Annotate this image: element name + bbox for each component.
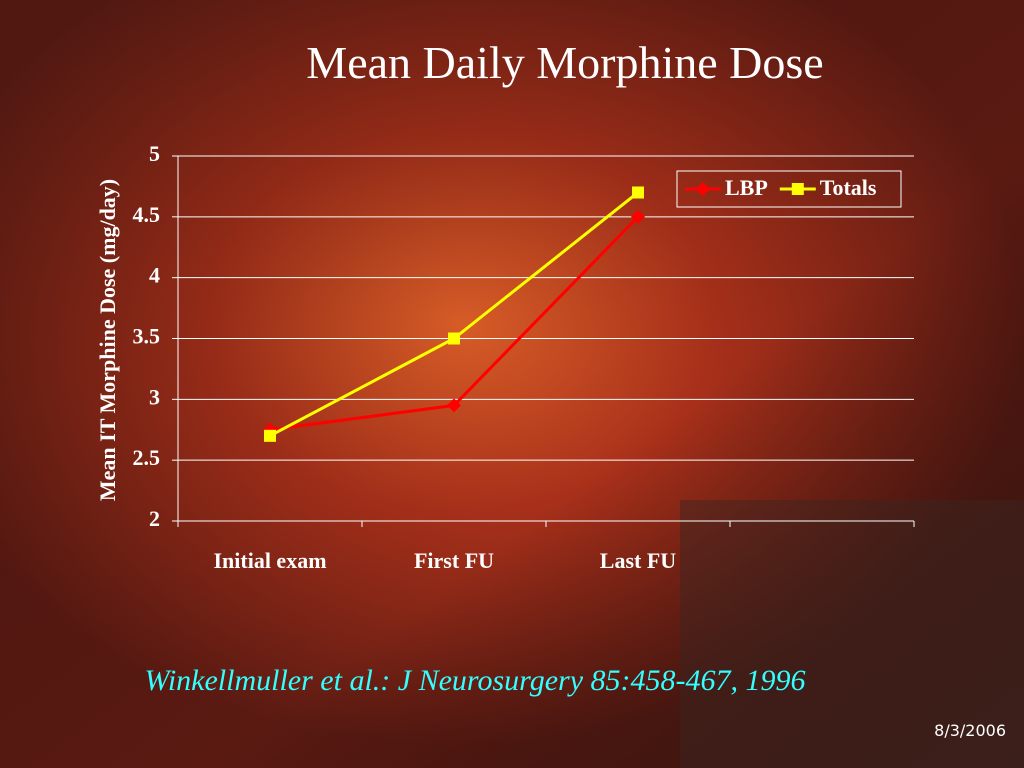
legend-marker [791,183,804,195]
y-tick-label: 3 [149,384,160,409]
data-point [448,332,460,345]
y-tick-label: 3.5 [133,324,161,349]
y-tick-label: 4 [149,263,160,288]
data-point [632,186,644,199]
background-panel [680,500,1024,768]
citation: Winkellmuller et al.: J Neurosurgery 85:… [145,664,806,697]
date: 8/3/2006 [934,721,1006,740]
data-point [447,398,461,413]
legend-label: Totals [820,175,877,200]
y-axis-label: Mean IT Morphine Dose (mg/day) [95,179,120,501]
legend-label: LBP [725,175,768,200]
x-tick-label: First FU [414,548,494,573]
chart-title: Mean Daily Morphine Dose [306,37,823,88]
x-tick-label: Last FU [600,548,677,573]
y-tick-label: 5 [149,141,160,166]
x-tick-label: Initial exam [213,548,326,573]
legend-marker [696,182,710,196]
data-point [264,429,276,442]
data-point [631,209,645,224]
y-tick-label: 2 [149,506,160,531]
legend-box [676,170,902,208]
y-tick-label: 4.5 [133,202,161,227]
y-tick-label: 2.5 [133,445,161,470]
